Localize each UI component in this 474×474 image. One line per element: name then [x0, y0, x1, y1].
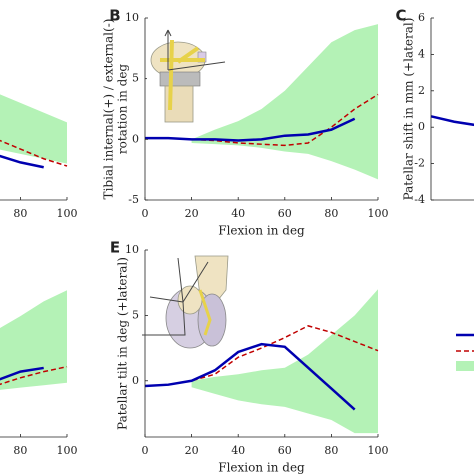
x-tick-label: 80: [324, 444, 338, 457]
y-tick-label: 5: [132, 308, 139, 321]
chart: 80 100: [0, 290, 78, 457]
x-tick-label: 80: [324, 207, 338, 220]
y-tick-label: 0: [132, 132, 139, 145]
y-axis-label: Tibial internal(+) / external(-): [102, 19, 116, 200]
y-tick-label: 6: [418, 11, 425, 24]
x-tick-label: 80: [13, 444, 27, 457]
range-band: [191, 289, 378, 434]
y-tick-label: 10: [125, 243, 139, 256]
x-tick-label: 40: [231, 444, 245, 457]
x-tick-label: 20: [185, 444, 199, 457]
data-line: [144, 325, 379, 387]
x-tick-label: 100: [57, 444, 78, 457]
data-line: [0, 366, 44, 381]
y-tick-label: 0: [418, 120, 425, 133]
y-axis-label: Patellar shift in mm (+lateral): [402, 18, 416, 201]
y-axis-label: Patellar tilt in deg (+lateral): [116, 257, 130, 430]
x-tick-label: 20: [185, 207, 199, 220]
panel-letter: B: [109, 7, 120, 25]
y-tick-label: 2: [418, 84, 425, 97]
panel-letter: C: [395, 7, 406, 25]
x-tick-label: 0: [142, 207, 149, 220]
y-tick-label: -4: [414, 193, 425, 206]
x-tick-label: 40: [231, 207, 245, 220]
y-tick-label: 10: [125, 11, 139, 24]
data-line: [145, 93, 379, 147]
y-tick-label: 0: [132, 374, 139, 387]
panel-letter: E: [110, 239, 120, 257]
x-axis-label: Flexion in deg: [218, 224, 305, 238]
x-tick-label: 100: [368, 207, 389, 220]
x-tick-label: 60: [278, 444, 292, 457]
y-axis-label: rotation in deg: [116, 64, 130, 155]
knee-illustration: [142, 255, 229, 349]
y-tick-label: -2: [414, 157, 425, 170]
knee-illustration: [147, 26, 226, 126]
data-line: [0, 365, 68, 386]
x-axis-label: Flexion in deg: [218, 461, 305, 474]
chart: 80 100: [0, 94, 78, 220]
x-tick-label: 60: [278, 207, 292, 220]
y-tick-label: -5: [128, 193, 139, 206]
x-tick-label: 100: [368, 444, 389, 457]
chart: 0 20 40 60 80 100 0 5 10 Flexion in deg Patellar t…: [110, 239, 389, 474]
range-band: [0, 94, 67, 164]
data-line: [0, 139, 68, 167]
legend-swatch: [456, 361, 474, 371]
range-band: [0, 290, 67, 390]
data-line: [430, 115, 474, 127]
x-tick-label: 80: [13, 207, 27, 220]
x-tick-label: 100: [57, 207, 78, 220]
y-tick-label: 4: [418, 47, 425, 60]
data-line: [145, 117, 356, 142]
data-line: [144, 342, 356, 411]
y-tick-label: 5: [132, 72, 139, 85]
range-band: [191, 24, 378, 180]
x-tick-label: 0: [142, 444, 149, 457]
data-line: [0, 154, 44, 169]
